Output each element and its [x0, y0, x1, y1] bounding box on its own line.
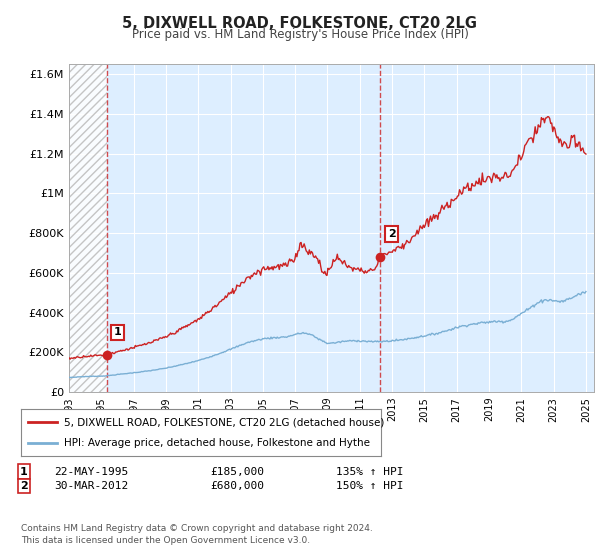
Text: HPI: Average price, detached house, Folkestone and Hythe: HPI: Average price, detached house, Folk…	[64, 438, 370, 448]
Text: 30-MAR-2012: 30-MAR-2012	[54, 481, 128, 491]
Text: 2: 2	[388, 229, 395, 239]
Text: 135% ↑ HPI: 135% ↑ HPI	[336, 466, 404, 477]
Bar	[69, 64, 107, 392]
Text: Price paid vs. HM Land Registry's House Price Index (HPI): Price paid vs. HM Land Registry's House …	[131, 28, 469, 41]
Text: £680,000: £680,000	[210, 481, 264, 491]
Text: 150% ↑ HPI: 150% ↑ HPI	[336, 481, 404, 491]
Text: 5, DIXWELL ROAD, FOLKESTONE, CT20 2LG: 5, DIXWELL ROAD, FOLKESTONE, CT20 2LG	[122, 16, 478, 31]
Text: 2: 2	[20, 481, 28, 491]
Text: Contains HM Land Registry data © Crown copyright and database right 2024.: Contains HM Land Registry data © Crown c…	[21, 524, 373, 533]
Text: 1: 1	[20, 466, 28, 477]
Text: 22-MAY-1995: 22-MAY-1995	[54, 466, 128, 477]
Text: £185,000: £185,000	[210, 466, 264, 477]
Text: This data is licensed under the Open Government Licence v3.0.: This data is licensed under the Open Gov…	[21, 536, 310, 545]
Text: 5, DIXWELL ROAD, FOLKESTONE, CT20 2LG (detached house): 5, DIXWELL ROAD, FOLKESTONE, CT20 2LG (d…	[64, 417, 385, 427]
Text: 1: 1	[114, 328, 122, 338]
